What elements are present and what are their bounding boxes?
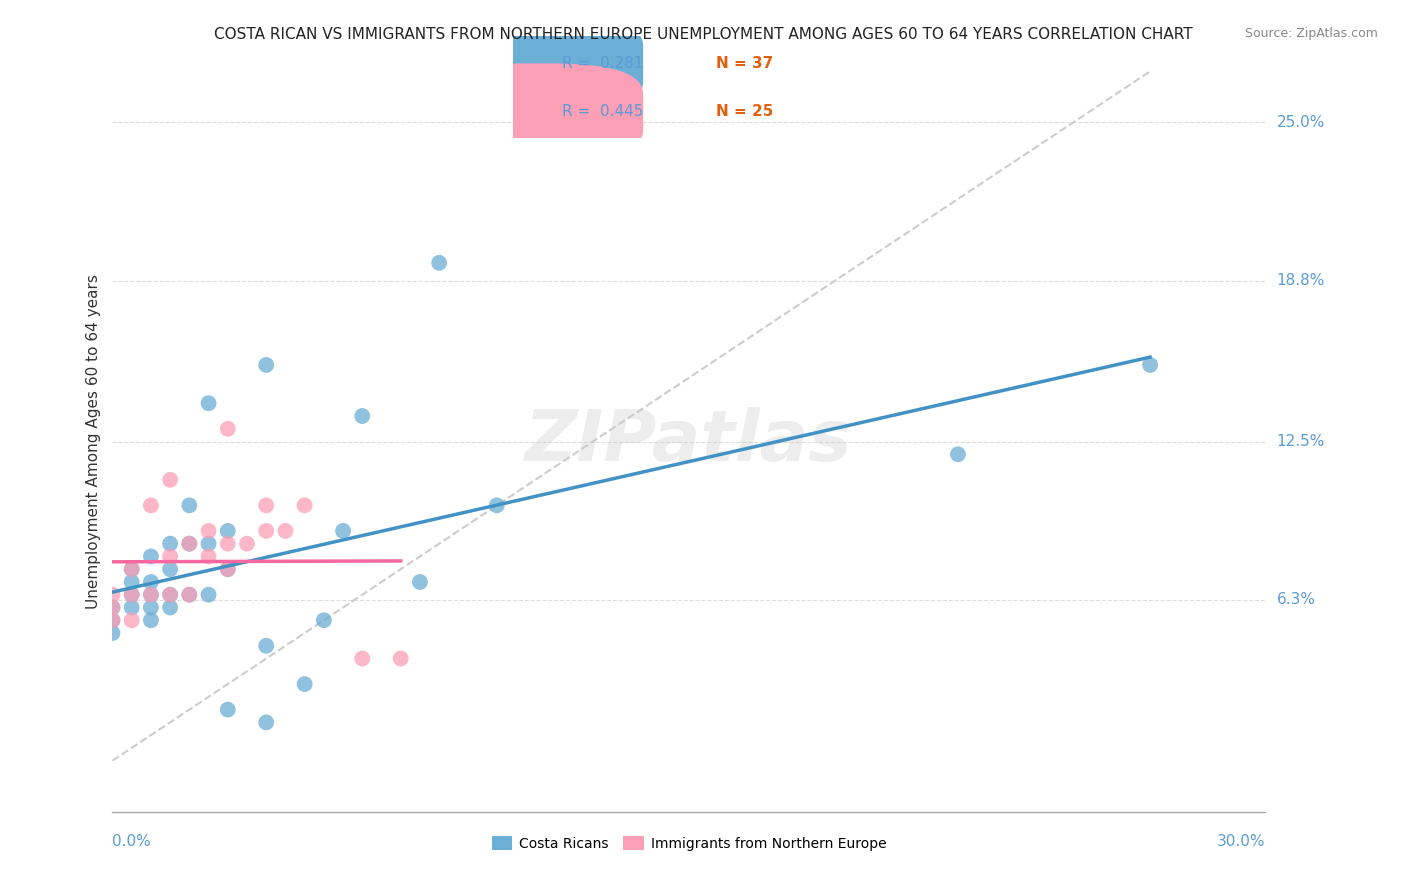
Point [352,409,374,423]
Point [197,549,219,564]
Point [121,588,143,602]
Point [159,600,181,615]
Point [217,524,239,538]
Text: 30.0%: 30.0% [1218,834,1265,849]
Legend: Costa Ricans, Immigrants from Northern Europe: Costa Ricans, Immigrants from Northern E… [486,830,891,856]
Point [121,574,143,589]
Point [217,422,239,436]
Point [159,473,181,487]
Text: R =  0.281: R = 0.281 [561,56,643,70]
Y-axis label: Unemployment Among Ages 60 to 64 years: Unemployment Among Ages 60 to 64 years [86,274,101,609]
Point [121,600,143,615]
Point [101,600,124,615]
Text: 25.0%: 25.0% [1277,115,1324,130]
Point [389,651,412,665]
Point [217,703,239,717]
Point [254,358,277,372]
Text: R =  0.445: R = 0.445 [561,104,643,120]
Point [139,499,162,513]
Point [101,626,124,640]
Point [197,588,219,602]
Point [139,549,162,564]
Point [121,588,143,602]
Point [179,588,201,602]
Point [159,588,181,602]
Point [254,499,277,513]
Point [197,536,219,550]
Point [946,447,969,461]
Text: ZIPatlas: ZIPatlas [526,407,852,476]
Point [217,562,239,576]
Point [179,588,201,602]
Text: 12.5%: 12.5% [1277,434,1324,449]
Point [139,588,162,602]
Point [159,549,181,564]
Point [236,536,259,550]
Point [159,562,181,576]
FancyBboxPatch shape [429,15,643,112]
Text: 0.0%: 0.0% [112,834,152,849]
Point [139,600,162,615]
Text: 18.8%: 18.8% [1277,273,1324,288]
Point [197,396,219,410]
Point [159,588,181,602]
Point [254,639,277,653]
Point [121,613,143,627]
Point [179,536,201,550]
Point [294,499,316,513]
Point [101,600,124,615]
Point [101,613,124,627]
Point [159,536,181,550]
Point [294,677,316,691]
Point [332,524,354,538]
Point [217,562,239,576]
Point [254,524,277,538]
Point [121,562,143,576]
Text: 6.3%: 6.3% [1277,592,1316,607]
Point [485,499,508,513]
FancyBboxPatch shape [429,63,643,161]
Point [217,536,239,550]
Point [197,524,219,538]
Text: Source: ZipAtlas.com: Source: ZipAtlas.com [1244,27,1378,40]
Point [427,256,450,270]
Text: N = 25: N = 25 [716,104,773,120]
Point [1139,358,1161,372]
Point [121,562,143,576]
Point [139,613,162,627]
Point [101,588,124,602]
Point [409,574,432,589]
Point [352,651,374,665]
Point [274,524,297,538]
Point [179,499,201,513]
Point [254,715,277,730]
Point [101,613,124,627]
Point [139,574,162,589]
Point [179,536,201,550]
Point [312,613,335,627]
Point [139,588,162,602]
Text: COSTA RICAN VS IMMIGRANTS FROM NORTHERN EUROPE UNEMPLOYMENT AMONG AGES 60 TO 64 : COSTA RICAN VS IMMIGRANTS FROM NORTHERN … [214,27,1192,42]
Text: N = 37: N = 37 [716,56,773,70]
